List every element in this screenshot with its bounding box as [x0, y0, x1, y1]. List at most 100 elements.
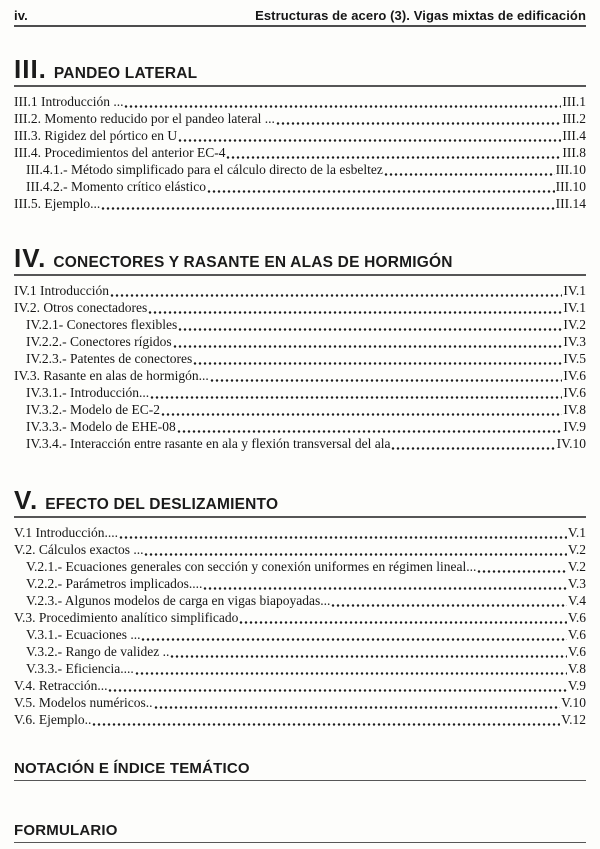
table-of-contents: III. PANDEO LATERAL III.1 Introducción .… — [14, 54, 586, 843]
leader-dots — [92, 713, 561, 728]
toc-entry-page-number: V.1 — [567, 525, 586, 540]
toc-entry-list: III.1 Introducción ... III.1 III.2. Mome… — [14, 93, 586, 212]
toc-entry-page-number: V.6 — [567, 627, 586, 642]
section-heading: IV. CONECTORES Y RASANTE EN ALAS DE HORM… — [14, 245, 586, 272]
leader-dots — [226, 146, 562, 161]
leader-dots — [178, 318, 563, 333]
toc-section: V. EFECTO DEL DESLIZAMIENTO V.1 Introduc… — [14, 485, 586, 728]
toc-entry-page-number: III.1 — [562, 94, 586, 109]
running-title: Estructuras de acero (3). Vigas mixtas d… — [255, 8, 586, 23]
toc-entry-label: IV.3.3.- Modelo de EHE-08 — [26, 419, 176, 434]
toc-entry-label: IV.3.2.- Modelo de EC-2 — [26, 402, 160, 417]
toc-entry-page-number: IV.1 — [563, 283, 586, 298]
section-numeral: V. — [14, 485, 39, 515]
toc-entry-label: III.4. Procedimientos del anterior EC-4 — [14, 145, 226, 160]
toc-entry-label: V.2.2.- Parámetros implicados.... — [26, 576, 203, 591]
toc-entry-page-number: V.9 — [567, 678, 586, 693]
leader-dots — [275, 112, 562, 127]
toc-entry: IV.3.2.- Modelo de EC-2 IV.8 — [14, 401, 586, 418]
toc-entry-page-number: V.2 — [567, 542, 586, 557]
leader-dots — [134, 662, 567, 677]
leader-dots — [109, 284, 563, 299]
page-header: iv. Estructuras de acero (3). Vigas mixt… — [14, 8, 586, 23]
toc-entry: IV.3. Rasante en alas de hormigón... IV.… — [14, 367, 586, 384]
page-number: iv. — [14, 8, 28, 23]
toc-entry-label: IV.3.4.- Interacción entre rasante en al… — [26, 436, 391, 451]
leader-dots — [176, 420, 563, 435]
leader-dots — [124, 95, 562, 110]
toc-entry: III.4.2.- Momento crítico elástico III.1… — [14, 178, 586, 195]
header-rule — [14, 25, 586, 27]
toc-entry: V.1 Introducción.... V.1 — [14, 524, 586, 541]
toc-entry-page-number: V.12 — [561, 712, 586, 727]
toc-entry-page-number: V.2 — [567, 559, 586, 574]
toc-entry: III.4.1.- Método simplificado para el cá… — [14, 161, 586, 178]
leader-dots — [477, 560, 567, 575]
toc-entry-label: IV.2.3.- Patentes de conectores — [26, 351, 193, 366]
leader-dots — [172, 335, 563, 350]
toc-entry: IV.1 Introducción IV.1 — [14, 282, 586, 299]
toc-entry-label: V.3.1.- Ecuaciones ... — [26, 627, 141, 642]
toc-entry: V.3. Procedimiento analítico simplificad… — [14, 609, 586, 626]
toc-entry-page-number: IV.8 — [563, 402, 586, 417]
toc-entry-page-number: IV.2 — [563, 317, 586, 332]
section-heading-rule — [14, 85, 586, 87]
toc-entry: IV.3.3.- Modelo de EHE-08 IV.9 — [14, 418, 586, 435]
toc-entry: III.4. Procedimientos del anterior EC-4 … — [14, 144, 586, 161]
leader-dots — [101, 197, 555, 212]
toc-entry-list: V.1 Introducción.... V.1 V.2. Cálculos e… — [14, 524, 586, 728]
toc-entry: V.2. Cálculos exactos ... V.2 — [14, 541, 586, 558]
toc-entry-page-number: IV.3 — [563, 334, 586, 349]
toc-entry: III.5. Ejemplo... III.14 — [14, 195, 586, 212]
toc-entry-label: V.3.3.- Eficiencia.... — [26, 661, 134, 676]
toc-entry: III.1 Introducción ... III.1 — [14, 93, 586, 110]
footer-heading: FORMULARIO — [14, 822, 586, 843]
footer-heading-rule — [14, 780, 586, 781]
leader-dots — [331, 594, 567, 609]
leader-dots — [239, 611, 567, 626]
toc-entry-page-number: IV.6 — [563, 368, 586, 383]
toc-section: IV. CONECTORES Y RASANTE EN ALAS DE HORM… — [14, 245, 586, 452]
section-heading-rule — [14, 274, 586, 276]
toc-entry-page-number: V.10 — [561, 695, 586, 710]
toc-entry-label: III.3. Rigidez del pórtico en U — [14, 128, 178, 143]
section-title: EFECTO DEL DESLIZAMIENTO — [45, 496, 279, 513]
leader-dots — [383, 163, 555, 178]
toc-entry: IV.3.4.- Interacción entre rasante en al… — [14, 435, 586, 452]
toc-entry-label: V.2. Cálculos exactos ... — [14, 542, 144, 557]
leader-dots — [148, 301, 563, 316]
toc-entry: V.5. Modelos numéricos.. V.10 — [14, 694, 586, 711]
toc-entry-page-number: III.4 — [562, 128, 586, 143]
footer-heading-title: NOTACIÓN E ÍNDICE TEMÁTICO — [14, 760, 250, 777]
toc-entry-label: III.4.1.- Método simplificado para el cá… — [26, 162, 383, 177]
leader-dots — [391, 437, 556, 452]
section-numeral: III. — [14, 54, 47, 84]
leader-dots — [209, 369, 563, 384]
toc-entry-page-number: V.6 — [567, 610, 586, 625]
toc-entry-label: IV.1 Introducción — [14, 283, 109, 298]
leader-dots — [161, 403, 563, 418]
toc-entry: IV.3.1.- Introducción... IV.6 — [14, 384, 586, 401]
toc-entry: V.2.2.- Parámetros implicados.... V.3 — [14, 575, 586, 592]
section-heading: III. PANDEO LATERAL — [14, 54, 586, 84]
toc-entry-page-number: IV.10 — [556, 436, 586, 451]
leader-dots — [150, 386, 563, 401]
leader-dots — [203, 577, 567, 592]
leader-dots — [153, 696, 561, 711]
toc-entry-page-number: IV.6 — [563, 385, 586, 400]
toc-entry-label: V.2.1.- Ecuaciones generales con sección… — [26, 559, 477, 574]
toc-entry-page-number: V.4 — [567, 593, 586, 608]
toc-entry-label: V.1 Introducción.... — [14, 525, 118, 540]
leader-dots — [206, 180, 555, 195]
toc-entry: III.2. Momento reducido por el pandeo la… — [14, 110, 586, 127]
section-heading: V. EFECTO DEL DESLIZAMIENTO — [14, 485, 586, 515]
toc-entry: V.6. Ejemplo.. V.12 — [14, 711, 586, 728]
leader-dots — [108, 679, 567, 694]
toc-entry: V.2.1.- Ecuaciones generales con sección… — [14, 558, 586, 575]
toc-entry-page-number: III.8 — [562, 145, 586, 160]
toc-entry: V.3.2.- Rango de validez .. V.6 — [14, 643, 586, 660]
footer-heading-rule — [14, 842, 586, 843]
toc-entry-label: III.2. Momento reducido por el pandeo la… — [14, 111, 275, 126]
section-heading-rule — [14, 516, 586, 518]
toc-entry-list: IV.1 Introducción IV.1 IV.2. Otros conec… — [14, 282, 586, 452]
